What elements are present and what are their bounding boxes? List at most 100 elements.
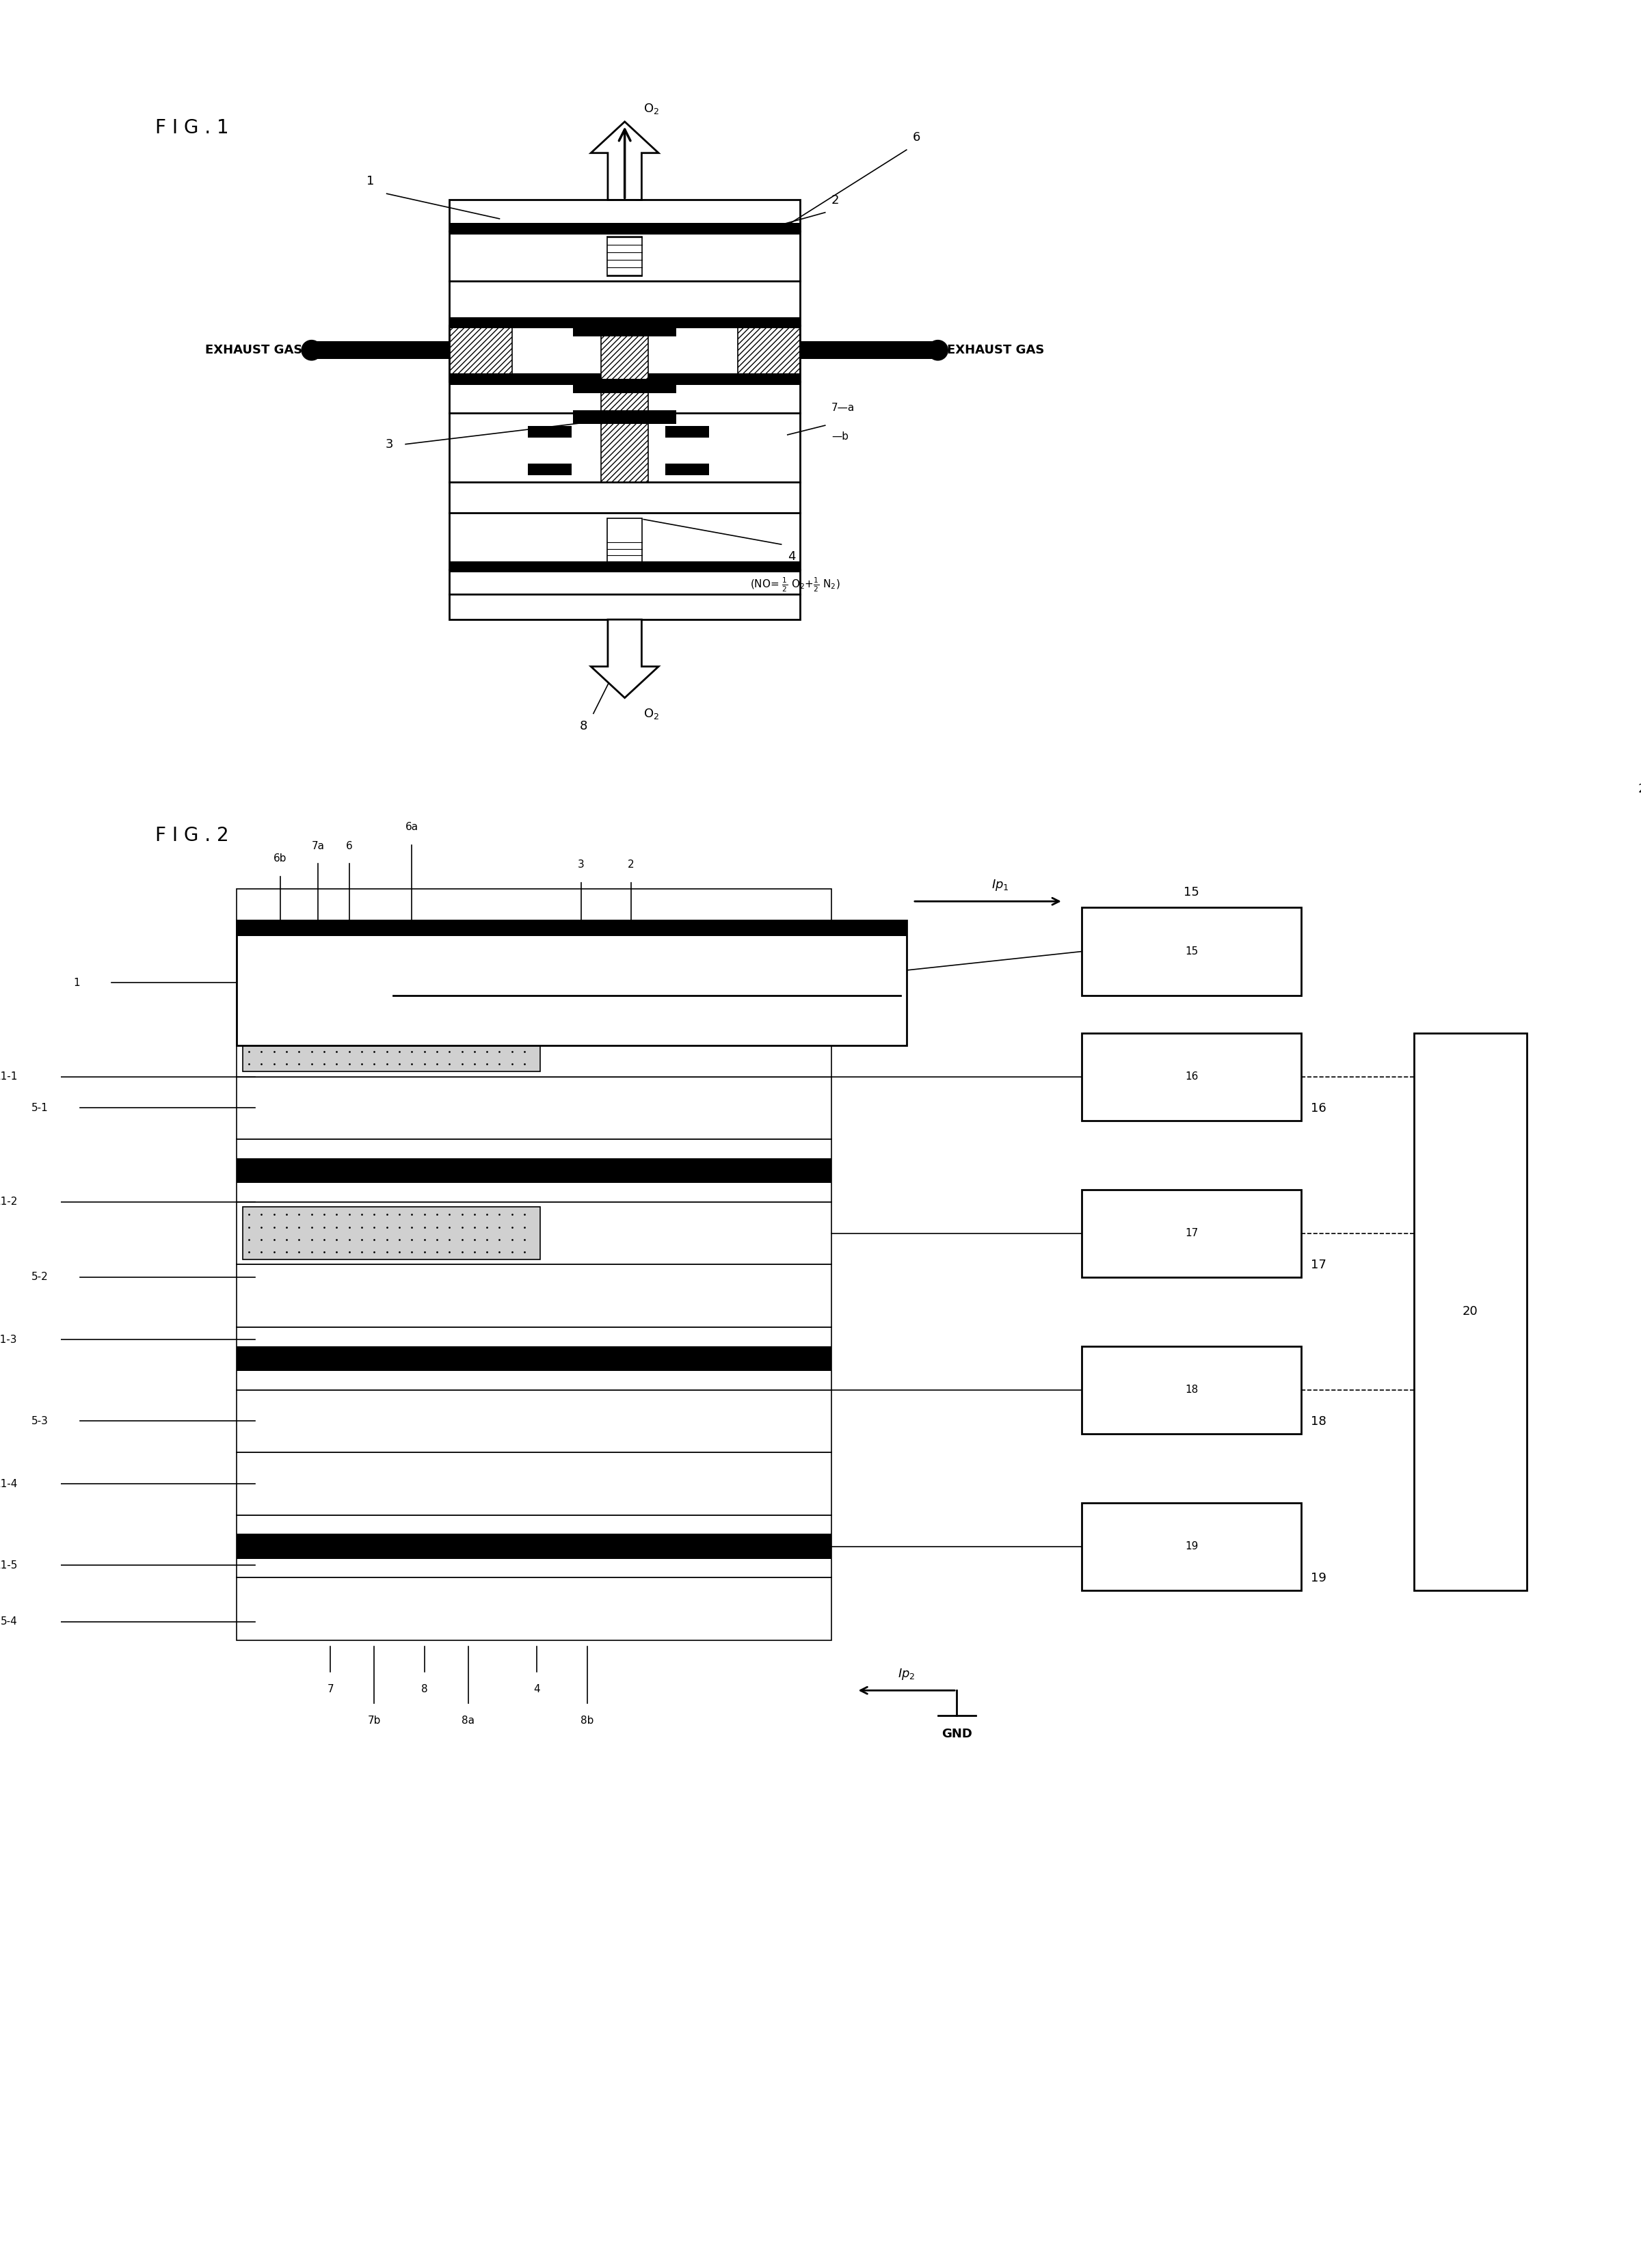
Bar <box>450 560 801 572</box>
Text: 19: 19 <box>1311 1572 1326 1583</box>
Bar <box>1081 1188 1301 1277</box>
Text: 4: 4 <box>788 551 796 562</box>
Bar <box>236 1533 832 1558</box>
Bar <box>1081 1501 1301 1590</box>
Text: 7: 7 <box>327 1685 333 1694</box>
Bar <box>236 1139 832 1202</box>
Bar <box>450 222 801 234</box>
Text: O$_2$: O$_2$ <box>643 102 660 116</box>
Text: O$_2$: O$_2$ <box>643 708 660 721</box>
Text: 19: 19 <box>1185 1542 1198 1551</box>
Text: GND: GND <box>942 1728 971 1740</box>
Circle shape <box>927 340 948 361</box>
Text: 20: 20 <box>1462 1306 1479 1318</box>
Bar <box>243 1018 540 1073</box>
Text: 16: 16 <box>1311 1102 1326 1114</box>
Text: 6: 6 <box>346 841 353 850</box>
Text: —b: —b <box>832 431 848 442</box>
Text: 5-3: 5-3 <box>31 1415 49 1427</box>
Text: 21: 21 <box>1638 782 1641 794</box>
Bar <box>236 1452 832 1515</box>
Text: 11-1: 11-1 <box>0 1070 18 1082</box>
Text: 7a: 7a <box>312 841 325 850</box>
Bar <box>665 463 709 474</box>
Text: 8: 8 <box>422 1685 428 1694</box>
Bar <box>236 921 906 1046</box>
Text: F I G . 1: F I G . 1 <box>154 118 228 138</box>
Bar <box>450 318 801 329</box>
Text: 18: 18 <box>1185 1386 1198 1395</box>
Text: 16: 16 <box>1185 1070 1198 1082</box>
Bar <box>1081 1032 1301 1120</box>
Bar <box>737 324 801 381</box>
Text: EXHAUST GAS: EXHAUST GAS <box>947 345 1045 356</box>
Bar <box>236 889 832 953</box>
Text: 6: 6 <box>912 132 921 143</box>
Polygon shape <box>591 122 658 200</box>
Bar <box>312 342 450 358</box>
Bar <box>801 342 939 358</box>
Bar <box>236 1579 832 1640</box>
Bar <box>236 1159 832 1184</box>
Bar <box>528 463 571 474</box>
Text: 7—a: 7—a <box>832 404 855 413</box>
Text: F I G . 2: F I G . 2 <box>154 826 228 846</box>
Text: 8a: 8a <box>461 1715 474 1726</box>
FancyArrow shape <box>607 125 642 200</box>
Bar <box>450 374 801 386</box>
Bar <box>236 971 832 996</box>
Text: 11-5: 11-5 <box>0 1560 18 1569</box>
Bar <box>1415 1032 1526 1590</box>
Bar <box>236 953 832 1014</box>
Bar <box>573 411 676 424</box>
Text: 2: 2 <box>629 860 635 871</box>
Bar <box>607 236 642 277</box>
Bar <box>1577 807 1641 921</box>
Polygon shape <box>591 619 658 699</box>
Text: 3: 3 <box>386 438 392 451</box>
Bar <box>607 517 642 565</box>
Text: 11-4: 11-4 <box>0 1479 18 1488</box>
Bar <box>1081 1345 1301 1433</box>
Text: 6b: 6b <box>274 853 287 864</box>
Text: 1: 1 <box>366 175 374 188</box>
Text: EXHAUST GAS: EXHAUST GAS <box>205 345 302 356</box>
Text: 6a: 6a <box>405 823 418 832</box>
Text: 8: 8 <box>579 719 587 733</box>
Bar <box>236 1014 832 1077</box>
Text: 15: 15 <box>1183 887 1200 898</box>
Bar <box>236 1515 832 1579</box>
Text: 5-4: 5-4 <box>0 1617 18 1626</box>
Bar <box>1081 907 1301 996</box>
Bar <box>601 324 648 481</box>
Text: 15: 15 <box>1185 946 1198 957</box>
Text: 17: 17 <box>1185 1229 1198 1238</box>
Text: 4: 4 <box>533 1685 540 1694</box>
Text: 1: 1 <box>74 978 80 989</box>
Bar <box>243 1207 540 1259</box>
Text: 8b: 8b <box>581 1715 594 1726</box>
Bar <box>236 1345 832 1372</box>
Bar <box>573 379 676 392</box>
Bar <box>450 200 801 619</box>
Bar <box>450 324 512 381</box>
Text: 11-3: 11-3 <box>0 1334 18 1345</box>
Text: Ip$_1$: Ip$_1$ <box>991 878 1009 891</box>
Bar <box>236 1077 832 1139</box>
Text: 7b: 7b <box>368 1715 381 1726</box>
Text: 2: 2 <box>832 193 839 206</box>
Text: Ip$_2$: Ip$_2$ <box>898 1667 916 1681</box>
Circle shape <box>302 340 322 361</box>
Bar <box>236 1390 832 1452</box>
Bar <box>573 322 676 336</box>
Bar <box>236 1202 832 1266</box>
Text: 5-1: 5-1 <box>31 1102 49 1114</box>
Text: 18: 18 <box>1311 1415 1326 1427</box>
Bar <box>528 426 571 438</box>
Text: 5-2: 5-2 <box>31 1272 49 1281</box>
Text: 17: 17 <box>1311 1259 1326 1270</box>
Bar <box>236 921 906 937</box>
Text: (NO= $\frac{1}{2}$ O$_2$+$\frac{1}{2}$ N$_2$): (NO= $\frac{1}{2}$ O$_2$+$\frac{1}{2}$ N… <box>750 576 840 594</box>
Bar <box>665 426 709 438</box>
Text: 3: 3 <box>578 860 584 871</box>
